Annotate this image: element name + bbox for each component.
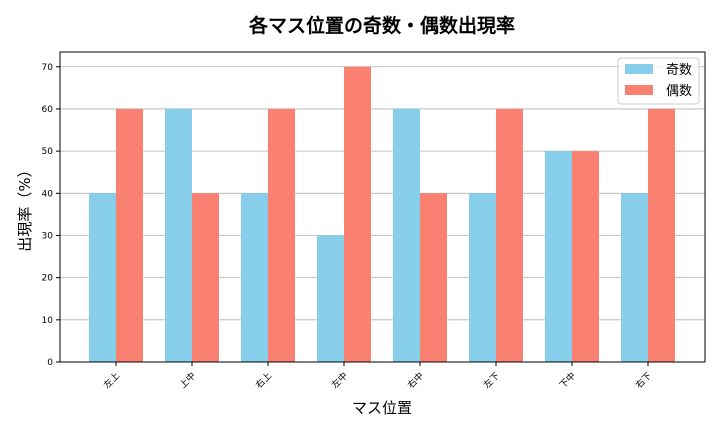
bar-odd	[621, 193, 648, 362]
y-tick-label: 30	[42, 231, 54, 241]
x-tick-label: 左下	[481, 370, 502, 391]
legend-swatch	[625, 64, 653, 74]
x-axis-label: マス位置	[352, 399, 412, 417]
y-tick-label: 0	[47, 358, 53, 368]
legend-label: 偶数	[666, 84, 692, 99]
legend-swatch	[625, 85, 653, 95]
bar-even	[496, 108, 523, 362]
bar-even	[268, 108, 295, 362]
y-tick-label: 20	[42, 274, 54, 284]
y-tick-label: 60	[42, 105, 54, 115]
y-tick-label: 50	[42, 147, 54, 157]
bar-even	[648, 108, 675, 362]
x-tick-label: 左上	[101, 370, 122, 391]
bar-odd	[317, 235, 344, 362]
bar-odd	[89, 193, 116, 362]
bar-even	[344, 66, 371, 362]
bar-odd	[393, 108, 420, 362]
bar-odd	[545, 151, 572, 362]
plot-frame	[59, 51, 706, 363]
bar-odd	[469, 193, 496, 362]
x-tick-label: 上中	[177, 370, 198, 391]
bar-odd	[165, 108, 192, 362]
y-tick-label: 40	[42, 189, 54, 199]
bar-even	[116, 108, 143, 362]
x-tick-label: 右下	[633, 370, 654, 391]
legend-label: 奇数	[666, 62, 692, 78]
bar-odd	[241, 193, 268, 362]
chart-title: 各マス位置の奇数・偶数出現率	[248, 14, 515, 37]
bar-even	[572, 151, 599, 362]
x-tick-label: 右中	[405, 370, 426, 391]
bar-even	[192, 193, 219, 362]
y-axis-label: 出現率（%）	[16, 162, 34, 251]
y-tick-label: 70	[42, 63, 54, 73]
x-tick-label: 左中	[329, 370, 350, 391]
y-tick-label: 10	[42, 316, 54, 326]
x-tick-label: 右上	[253, 370, 274, 391]
x-tick-label: 下中	[557, 370, 578, 391]
bar-even	[420, 193, 447, 362]
